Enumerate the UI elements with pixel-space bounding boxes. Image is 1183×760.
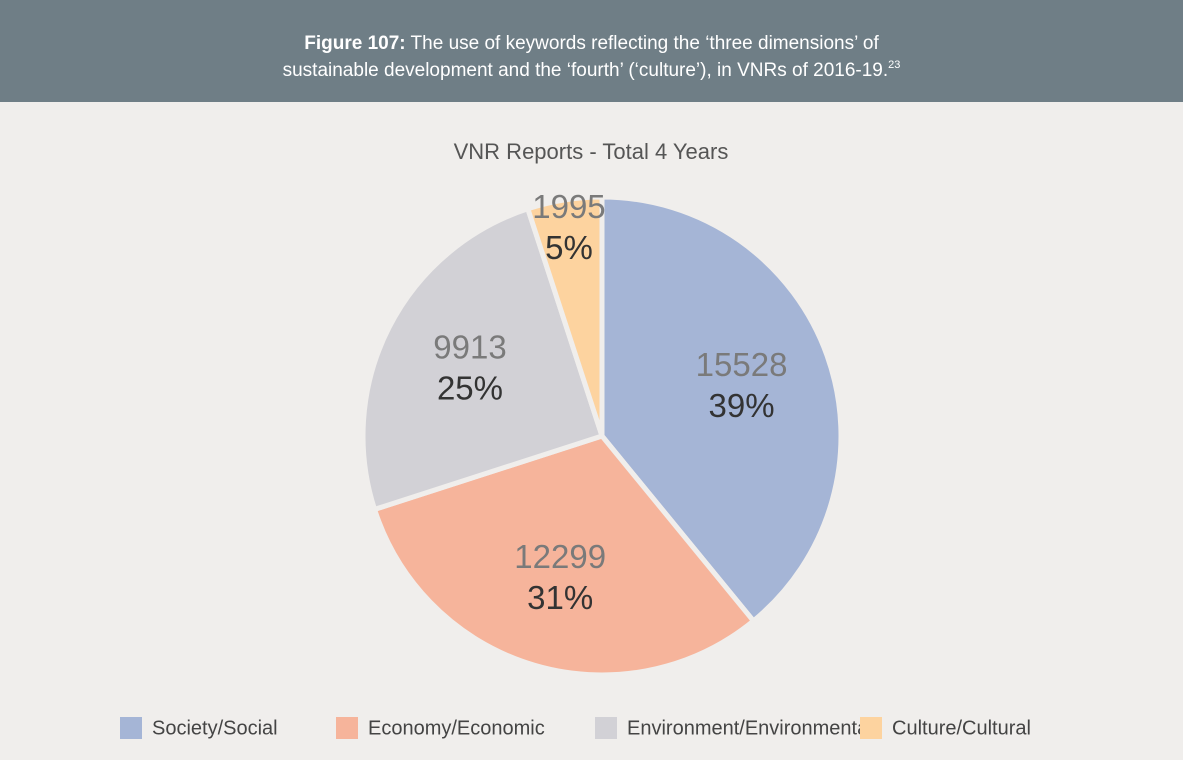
pie-slice	[599, 194, 844, 625]
slice-percent-label: 5%	[545, 229, 593, 266]
pie-slice	[371, 433, 757, 678]
pie-slice	[360, 205, 606, 513]
legend-swatch	[336, 717, 358, 739]
pie-slice	[524, 194, 605, 437]
caption-text: The use of keywords reflecting the ‘thre…	[410, 33, 879, 54]
legend-label: Economy/Economic	[368, 717, 545, 739]
figure-caption: Figure 107: The use of keywords reflecti…	[0, 0, 1183, 102]
caption-text: sustainable development and the ‘fourth’…	[282, 60, 889, 81]
legend-swatch	[860, 717, 882, 739]
figure-label: Figure 107:	[304, 33, 406, 54]
slice-value-label: 12299	[514, 538, 606, 575]
slice-percent-label: 25%	[437, 369, 503, 406]
slice-value-label: 15528	[696, 346, 788, 383]
caption-line: sustainable development and the ‘fourth’…	[0, 57, 1183, 84]
legend-swatch	[120, 717, 142, 739]
legend-swatch	[595, 717, 617, 739]
slice-value-label: 1995	[532, 188, 605, 225]
caption-line: Figure 107: The use of keywords reflecti…	[0, 30, 1183, 57]
footnote: 23	[888, 59, 901, 71]
slice-percent-label: 31%	[527, 579, 593, 616]
slice-percent-label: 39%	[709, 387, 775, 424]
chart-title: VNR Reports - Total 4 Years	[454, 139, 729, 164]
legend-label: Environment/Environmental	[627, 717, 873, 739]
legend-label: Society/Social	[152, 717, 278, 739]
slice-value-label: 9913	[433, 328, 506, 365]
legend-label: Culture/Cultural	[892, 717, 1031, 739]
